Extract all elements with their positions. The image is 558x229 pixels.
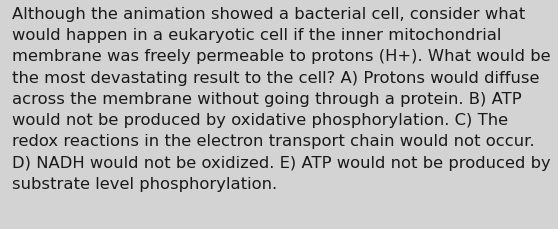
Text: Although the animation showed a bacterial cell, consider what
would happen in a : Although the animation showed a bacteria… <box>12 7 551 191</box>
